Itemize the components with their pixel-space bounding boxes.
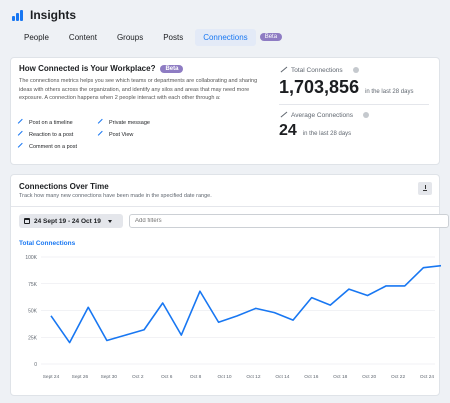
interaction-label: Comment on a post (29, 144, 77, 150)
tab-connections[interactable]: Connections (195, 28, 256, 46)
x-tick-label: Oct 14 (275, 374, 289, 380)
average-connections-period: in the last 28 days (302, 131, 352, 137)
average-connections-value: 24 (279, 122, 297, 139)
x-tick-label: Oct 12 (246, 374, 260, 380)
y-tick-label: 50K (28, 309, 38, 315)
series-line (50, 264, 441, 344)
trend-line-icon (279, 111, 287, 119)
info-icon[interactable] (363, 112, 370, 118)
x-tick-label: Sept 26 (72, 374, 89, 380)
x-tick-label: Oct 8 (190, 374, 202, 380)
series-title: Total Connections (19, 240, 76, 247)
info-icon[interactable] (352, 67, 359, 73)
x-tick-label: Oct 24 (420, 374, 434, 380)
x-tick-label: Oct 18 (333, 374, 347, 380)
average-connections-label-row: Average Connections (279, 111, 439, 119)
trend-icon (17, 130, 27, 140)
y-tick-label: 100K (25, 255, 37, 261)
app-header: Insights (6, 4, 444, 26)
tab-groups[interactable]: Groups (116, 32, 144, 42)
workplace-heading-text: How Connected is Your Workplace? (19, 64, 156, 73)
workplace-heading: How Connected is Your Workplace? Beta (19, 64, 269, 73)
section-title: Connections Over Time (19, 182, 109, 191)
filter-input[interactable] (129, 214, 449, 228)
workplace-info: How Connected is Your Workplace? Beta Th… (19, 64, 269, 103)
total-connections-period: in the last 28 days (365, 89, 414, 95)
download-icon (423, 185, 427, 191)
interaction-label: Reaction to a post (29, 132, 74, 138)
connections-over-time-card: Connections Over Time Track how many new… (10, 174, 449, 396)
date-range-picker[interactable]: 24 Sept 19 - 24 Oct 19 (19, 214, 123, 228)
section-subtitle: Track how many new connections have been… (19, 193, 212, 199)
tab-content[interactable]: Content (68, 32, 97, 42)
connections-line-chart: 0 25K 50K 75K 100K Sept 24 Sept 26 Sept 30 Oct 2… (25, 255, 441, 380)
total-connections-row: 1,703,856 in the last 28 days (279, 77, 439, 98)
date-range-label: 24 Sept 19 - 24 Oct 19 (34, 217, 101, 225)
x-tick-label: Oct 20 (362, 374, 376, 380)
trend-icon (97, 118, 107, 128)
tab-people[interactable]: People (24, 32, 49, 42)
list-item: Reaction to a post (17, 130, 74, 140)
section-divider (11, 206, 439, 207)
total-connections-label-row: Total Connections (279, 66, 439, 74)
workplace-description: The connections metrics helps you see wh… (19, 78, 258, 101)
stats-divider (279, 104, 429, 105)
interaction-label: Post on a timeline (29, 120, 73, 126)
list-item: Post View (97, 130, 134, 140)
y-tick-label: 0 (34, 362, 37, 368)
workplace-beta-badge: Beta (160, 64, 184, 73)
trend-icon (17, 142, 27, 152)
x-tick-label: Oct 10 (217, 374, 231, 380)
x-tick-label: Oct 6 (161, 374, 173, 380)
page-title: Insights (30, 8, 77, 22)
tab-bar: People Content Groups Posts Connections … (6, 26, 444, 48)
insights-logo-icon (12, 9, 25, 21)
y-tick-label: 25K (28, 335, 38, 341)
x-tick-label: Oct 22 (391, 374, 405, 380)
trend-icon (97, 130, 107, 140)
y-tick-label: 75K (28, 282, 38, 288)
x-tick-label: Oct 16 (304, 374, 318, 380)
calendar-icon (24, 218, 30, 224)
chevron-down-icon (107, 219, 112, 223)
workplace-card: How Connected is Your Workplace? Beta Th… (10, 57, 440, 165)
x-tick-label: Oct 2 (132, 374, 144, 380)
total-connections-label: Total Connections (291, 66, 343, 74)
download-button[interactable] (418, 182, 432, 195)
x-tick-label: Sept 24 (43, 374, 60, 380)
interaction-label: Private message (109, 120, 150, 126)
total-connections-value: 1,703,856 (279, 77, 360, 97)
trend-icon (17, 118, 27, 128)
average-connections-row: 24 in the last 28 days (279, 122, 439, 140)
average-connections-label: Average Connections (291, 111, 354, 119)
interaction-label: Post View (109, 132, 134, 138)
tab-posts[interactable]: Posts (163, 32, 184, 42)
trend-line-icon (279, 66, 287, 74)
list-item: Post on a timeline (17, 118, 73, 128)
tab-beta-badge: Beta (259, 33, 283, 41)
x-tick-label: Sept 30 (101, 374, 118, 380)
list-item: Private message (97, 118, 150, 128)
list-item: Comment on a post (17, 142, 77, 152)
stats-panel: Total Connections 1,703,856 in the last … (279, 66, 439, 140)
